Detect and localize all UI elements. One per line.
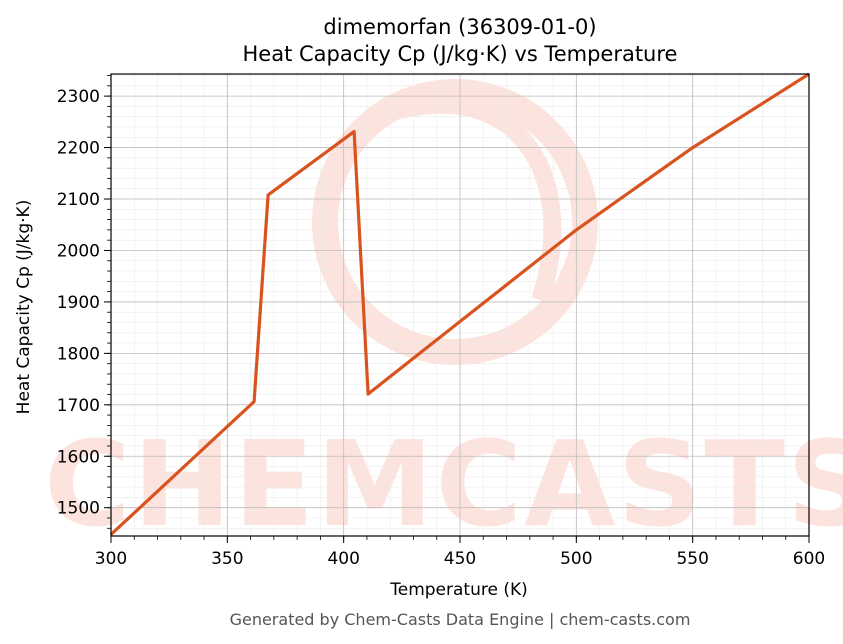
- y-tick-label: 1800: [57, 344, 100, 364]
- x-tick-label: 400: [327, 549, 359, 569]
- axis-tick-labels: 300 350 400 450 500 550 600 1500 1600 1700 1800 190…: [57, 87, 825, 569]
- y-tick-label: 1600: [57, 447, 100, 467]
- y-tick-label: 2300: [57, 87, 100, 107]
- y-tick-label: 1700: [57, 396, 100, 416]
- series-layer: [109, 72, 810, 536]
- x-tick-label: 450: [444, 549, 476, 569]
- watermark-swirl-arc: [397, 95, 562, 303]
- y-tick-label: 2000: [57, 241, 100, 261]
- watermark-logo: CHEMCASTS: [44, 79, 843, 553]
- y-axis-label: Heat Capacity Cp (J/kg·K): [14, 200, 34, 415]
- axis-ticks: [104, 75, 810, 543]
- chart-subtitle: Heat Capacity Cp (J/kg·K) vs Temperature: [243, 42, 678, 66]
- x-tick-label: 500: [560, 549, 592, 569]
- y-tick-label: 1900: [57, 293, 100, 313]
- y-tick-label: 2100: [57, 190, 100, 210]
- plot-area: 300 350 400 450 500 550 600 1500 1600 1700 1800 190…: [57, 72, 825, 569]
- x-tick-label: 350: [211, 549, 243, 569]
- x-axis-label: Temperature (K): [389, 580, 528, 600]
- x-tick-label: 600: [793, 549, 825, 569]
- watermark-text: CHEMCASTS: [44, 415, 843, 553]
- x-tick-label: 300: [95, 549, 127, 569]
- y-tick-label: 1500: [57, 499, 100, 519]
- y-tick-label: 2200: [57, 139, 100, 159]
- footer-credit: Generated by Chem-Casts Data Engine | ch…: [230, 610, 691, 629]
- x-tick-label: 550: [676, 549, 708, 569]
- series-line-heat-capacity: [109, 72, 810, 536]
- chart-title: dimemorfan (36309-01-0): [323, 15, 596, 39]
